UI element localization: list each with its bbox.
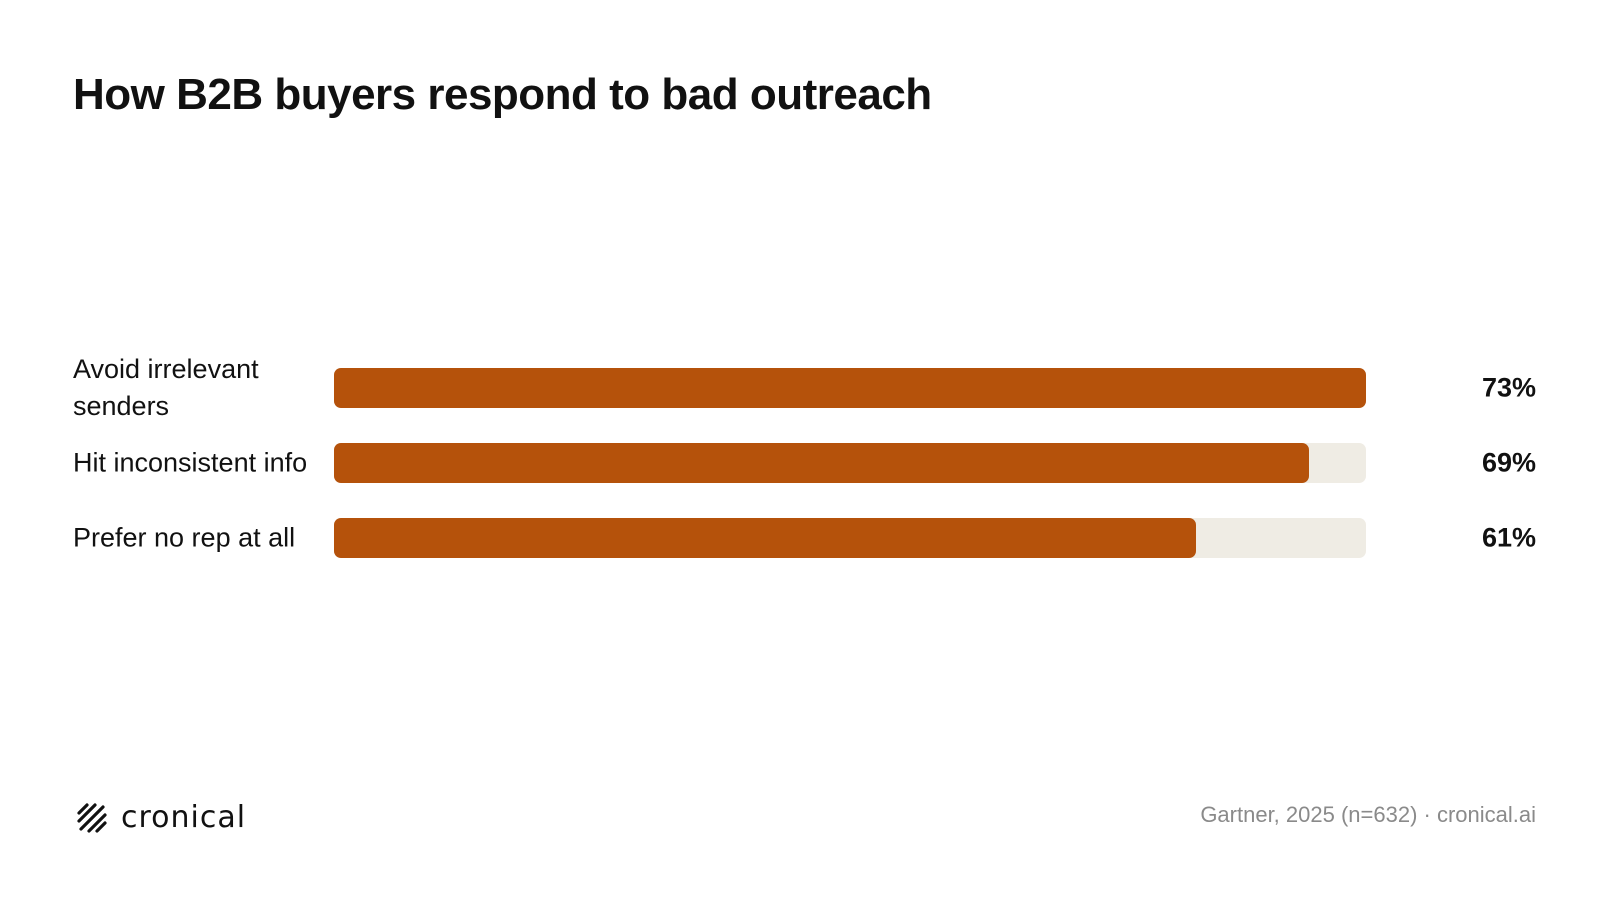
bar — [334, 443, 1310, 483]
bar — [334, 518, 1197, 558]
diagonal-stripes-icon — [77, 802, 107, 833]
bar-track — [334, 443, 1366, 483]
chart-title: How B2B buyers respond to bad outreach — [73, 70, 932, 119]
category-label: Prefer no rep at all — [73, 522, 296, 553]
brand-name: cronical — [121, 800, 247, 835]
bar-track — [334, 518, 1366, 558]
bar-track — [334, 368, 1366, 408]
value-label: 73% — [1481, 372, 1536, 403]
value-label: 61% — [1481, 522, 1536, 553]
value-label: 69% — [1481, 447, 1536, 478]
category-label: Avoid irrelevant senders — [73, 354, 259, 421]
category-label: Hit inconsistent info — [73, 447, 308, 478]
brand-logo: cronical — [77, 800, 246, 835]
bar-row: Avoid irrelevant senders 73% — [0, 354, 1600, 421]
bar-row: Hit inconsistent info 69% — [0, 443, 1600, 483]
source-credit: Gartner, 2025 (n=632) · cronical.ai — [1200, 802, 1536, 827]
bar-row: Prefer no rep at all 61% — [0, 518, 1600, 558]
bar — [334, 368, 1366, 408]
